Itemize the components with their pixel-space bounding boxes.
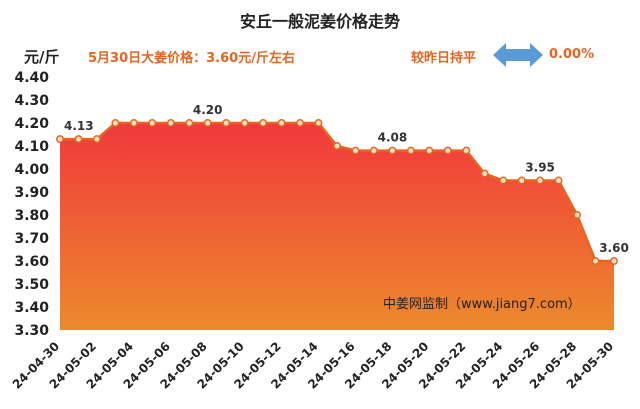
data-point: [406, 146, 415, 155]
y-tick-label: 4.00: [14, 162, 49, 178]
double-arrow-icon: [493, 43, 543, 67]
data-point: [185, 119, 194, 127]
data-point: [222, 119, 231, 127]
y-tick-label: 3.40: [14, 300, 49, 316]
y-tick-label: 3.60: [14, 254, 49, 270]
chart-title: 安丘一般泥姜价格走势: [239, 12, 400, 31]
data-point: [462, 146, 471, 155]
data-point: [517, 176, 526, 185]
data-point: [480, 169, 489, 178]
today-price-text: 5月30日大姜价格：3.60元/斤左右: [88, 51, 295, 66]
data-point: [259, 119, 268, 127]
data-point: [591, 257, 600, 265]
data-point: [554, 176, 563, 185]
y-tick-label: 3.50: [14, 277, 49, 293]
data-point: [148, 119, 157, 127]
data-point: [129, 119, 138, 127]
data-point: [166, 119, 175, 127]
y-tick-label: 3.90: [14, 185, 49, 201]
data-point: [388, 146, 397, 155]
data-point: [314, 119, 323, 127]
data-label: 4.20: [193, 103, 223, 117]
data-point: [203, 119, 212, 127]
y-tick-label: 3.30: [14, 323, 49, 339]
price-area: [60, 123, 614, 330]
y-tick-label: 3.70: [14, 231, 49, 247]
data-point: [610, 257, 618, 265]
data-point: [277, 119, 286, 127]
y-tick-label: 4.10: [14, 139, 49, 155]
data-label: 3.95: [525, 161, 555, 175]
data-label: 4.13: [64, 119, 94, 133]
change-label: 较昨日持平: [411, 51, 477, 66]
data-point: [240, 119, 249, 127]
data-point: [92, 135, 101, 144]
data-point: [425, 146, 434, 155]
y-tick-label: 4.20: [14, 116, 49, 132]
data-label: 4.08: [378, 131, 408, 145]
data-point: [56, 135, 64, 144]
y-tick-label: 4.40: [14, 70, 49, 86]
data-point: [443, 146, 452, 155]
data-label: 3.60: [599, 241, 629, 255]
data-point: [333, 142, 341, 150]
data-point: [296, 119, 305, 127]
y-tick-label: 3.80: [14, 208, 49, 224]
data-point: [499, 176, 508, 185]
data-point: [369, 146, 378, 155]
unit-label: 元/斤: [24, 48, 60, 66]
data-point: [536, 176, 545, 185]
watermark: 中姜网监制（www.jiang7.com）: [383, 297, 581, 312]
data-point: [74, 135, 83, 144]
data-point: [573, 211, 582, 219]
y-tick-label: 4.30: [14, 93, 49, 109]
data-point: [351, 146, 360, 155]
change-value: 0.00%: [549, 47, 595, 62]
data-point: [111, 119, 120, 127]
